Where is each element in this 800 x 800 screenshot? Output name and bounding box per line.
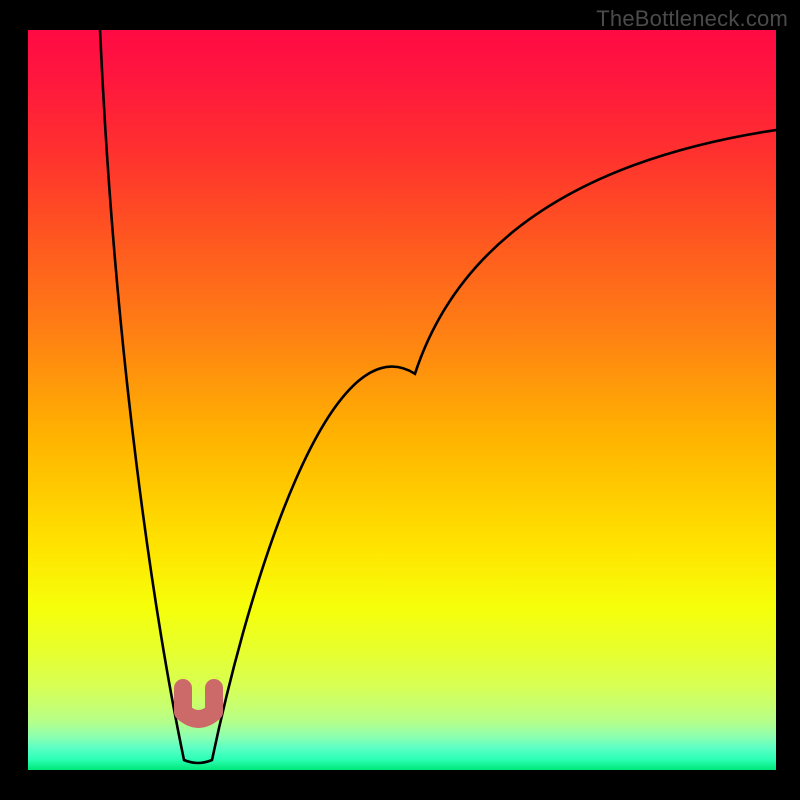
chart-svg bbox=[0, 0, 800, 800]
watermark-text: TheBottleneck.com bbox=[596, 6, 788, 32]
chart-frame: TheBottleneck.com bbox=[0, 0, 800, 800]
plot-area bbox=[28, 30, 776, 770]
